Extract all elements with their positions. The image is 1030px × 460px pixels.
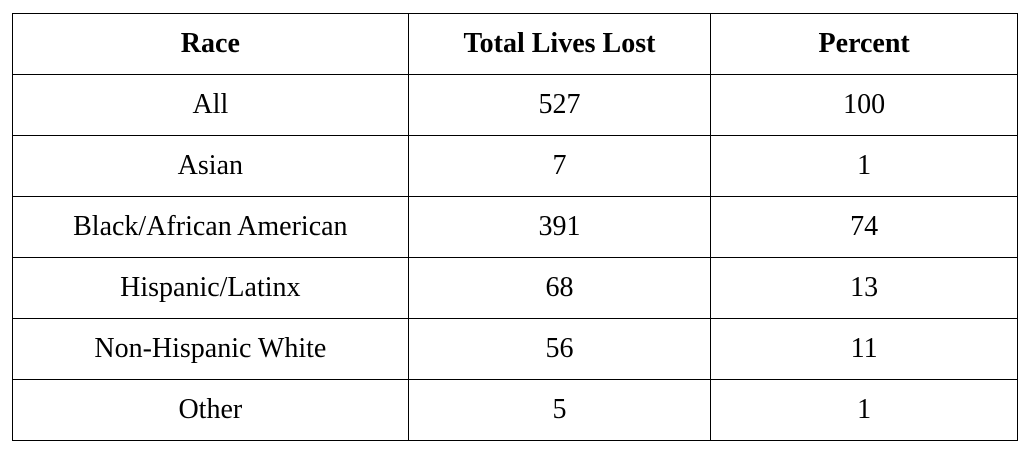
table-cell: Hispanic/Latinx: [12, 257, 409, 319]
table-cell: 7: [407, 135, 712, 197]
table-cell: 100: [710, 74, 1018, 136]
table-cell: Other: [12, 379, 409, 441]
table-cell: 391: [407, 196, 712, 258]
column-header: Total Lives Lost: [407, 13, 712, 75]
table-body: All 527 100 Asian 7 1 Black/African American 39…: [12, 74, 1018, 441]
table-cell: Black/African American: [12, 196, 409, 258]
table-row: Black/African American 391 74: [12, 196, 1018, 258]
table-cell: Asian: [12, 135, 409, 197]
table-row: Other 5 1: [12, 379, 1018, 441]
table-cell: 11: [710, 318, 1018, 380]
table-cell: 74: [710, 196, 1018, 258]
table-cell: 1: [710, 379, 1018, 441]
table-cell: 1: [710, 135, 1018, 197]
table-cell: Non-Hispanic White: [12, 318, 409, 380]
table-cell: 13: [710, 257, 1018, 319]
column-header: Race: [12, 13, 409, 75]
header-row: Race Total Lives Lost Percent: [12, 13, 1018, 75]
table-cell: 68: [407, 257, 712, 319]
table-cell: All: [12, 74, 409, 136]
table-cell: 56: [407, 318, 712, 380]
table-row: Hispanic/Latinx 68 13: [12, 257, 1018, 319]
data-table: Race Total Lives Lost Percent All 527 100 Asi…: [12, 13, 1018, 441]
table-cell: 5: [407, 379, 712, 441]
table-row: Non-Hispanic White 56 11: [12, 318, 1018, 380]
table-cell: 527: [407, 74, 712, 136]
column-header: Percent: [710, 13, 1018, 75]
table-row: All 527 100: [12, 74, 1018, 136]
table-row: Asian 7 1: [12, 135, 1018, 197]
